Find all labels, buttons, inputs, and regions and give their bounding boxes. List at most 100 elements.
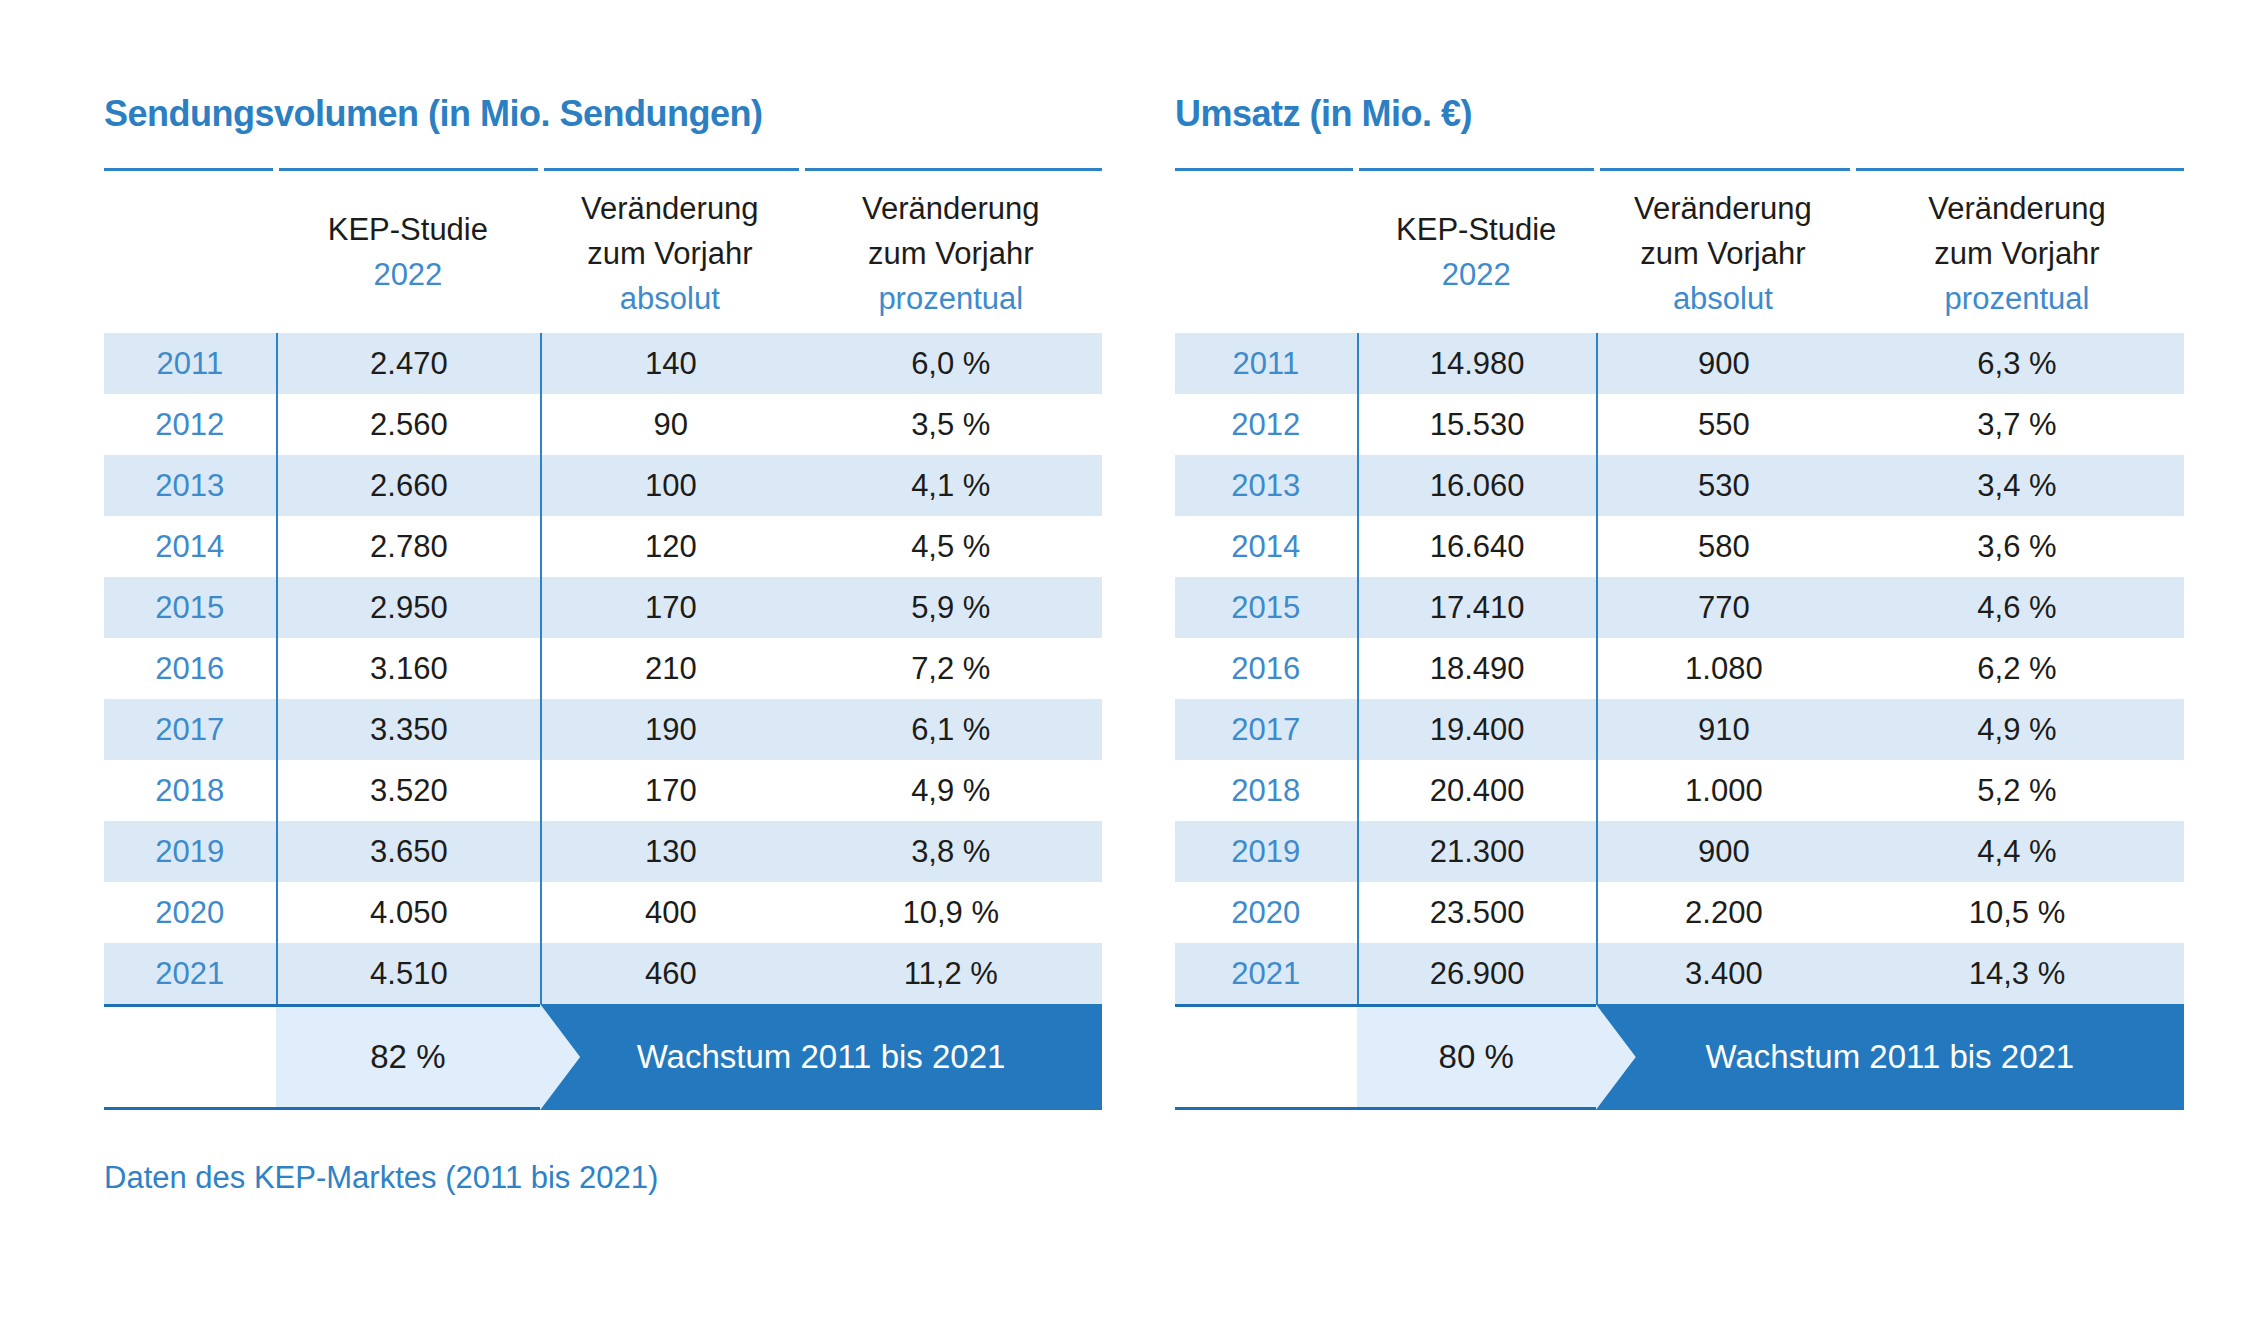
year-cell: 2020 [1175,882,1357,943]
header-study-year: 2022 [276,252,540,297]
growth-percent-chevron: 82 % [276,1004,580,1110]
table-sendungsvolumen: Sendungsvolumen (in Mio. Sendungen) KEP-… [104,72,1102,1198]
growth-empty-cell [104,1004,276,1110]
header-absolute-label: absolut [1596,276,1850,321]
year-cell: 2011 [1175,333,1357,394]
pct-change-cell: 7,2 % [800,638,1102,699]
table-row: 2011 2.470 140 6,0 % [104,333,1102,394]
table-row: 2012 15.530 550 3,7 % [1175,394,2184,455]
abs-change-cell: 170 [540,577,799,638]
pct-change-cell: 4,5 % [800,516,1102,577]
header-change-percent: Veränderung zum Vorjahr prozentual [1850,186,2184,333]
table-row: 2013 16.060 530 3,4 % [1175,455,2184,516]
abs-change-cell: 900 [1596,821,1850,882]
header-kep-studie: KEP-Studie 2022 [276,207,540,333]
pct-change-cell: 3,5 % [800,394,1102,455]
abs-change-cell: 90 [540,394,799,455]
header-change-line2: zum Vorjahr [540,231,799,276]
kep-value-cell: 17.410 [1357,577,1596,638]
year-cell: 2018 [104,760,276,821]
pct-change-cell: 4,4 % [1850,821,2184,882]
growth-rule-bottom [1175,1107,1596,1110]
abs-change-cell: 3.400 [1596,943,1850,1004]
kep-market-infographic: Sendungsvolumen (in Mio. Sendungen) KEP-… [0,0,2243,1322]
pct-change-cell: 10,9 % [800,882,1102,943]
year-cell: 2013 [104,455,276,516]
kep-value-cell: 3.160 [276,638,540,699]
kep-value-cell: 4.510 [276,943,540,1004]
year-cell: 2015 [104,577,276,638]
header-top-rule [104,168,1102,171]
header-study-line: KEP-Studie [1357,207,1596,252]
table-row: 2018 3.520 170 4,9 % [104,760,1102,821]
abs-change-cell: 550 [1596,394,1850,455]
year-cell: 2016 [104,638,276,699]
abs-change-cell: 1.080 [1596,638,1850,699]
pct-change-cell: 3,8 % [800,821,1102,882]
abs-change-cell: 100 [540,455,799,516]
year-cell: 2020 [104,882,276,943]
pct-change-cell: 3,4 % [1850,455,2184,516]
abs-change-cell: 910 [1596,699,1850,760]
pct-change-cell: 4,1 % [800,455,1102,516]
pct-change-cell: 3,6 % [1850,516,2184,577]
table-row: 2019 21.300 900 4,4 % [1175,821,2184,882]
kep-value-cell: 2.470 [276,333,540,394]
year-cell: 2015 [1175,577,1357,638]
table-rows: 2011 2.470 140 6,0 % 2012 2.560 90 3,5 %… [104,333,1102,1004]
kep-value-cell: 15.530 [1357,394,1596,455]
growth-empty-cell [1175,1004,1357,1110]
growth-label-bar: Wachstum 2011 bis 2021 [1596,1004,2184,1110]
kep-value-cell: 2.780 [276,516,540,577]
growth-rule-top [1175,1004,1596,1007]
header-percent-label: prozentual [1850,276,2184,321]
growth-row: 82 % Wachstum 2011 bis 2021 [104,1004,1102,1110]
year-cell: 2017 [1175,699,1357,760]
abs-change-cell: 210 [540,638,799,699]
abs-change-cell: 190 [540,699,799,760]
table-title-umsatz: Umsatz (in Mio. €) [1175,92,2184,136]
pct-change-cell: 4,6 % [1850,577,2184,638]
abs-change-cell: 580 [1596,516,1850,577]
table-title-sendungsvolumen: Sendungsvolumen (in Mio. Sendungen) [104,92,1102,136]
header-change-line1: Veränderung [540,186,799,231]
pct-change-cell: 4,9 % [1850,699,2184,760]
kep-value-cell: 18.490 [1357,638,1596,699]
table-row: 2018 20.400 1.000 5,2 % [1175,760,2184,821]
header-change-line1: Veränderung [1850,186,2184,231]
kep-value-cell: 26.900 [1357,943,1596,1004]
kep-value-cell: 23.500 [1357,882,1596,943]
pct-change-cell: 3,7 % [1850,394,2184,455]
pct-change-cell: 6,3 % [1850,333,2184,394]
kep-value-cell: 3.350 [276,699,540,760]
header-top-rule [1175,168,2184,171]
year-cell: 2013 [1175,455,1357,516]
year-cell: 2017 [104,699,276,760]
table-row: 2016 18.490 1.080 6,2 % [1175,638,2184,699]
table-row: 2021 26.900 3.400 14,3 % [1175,943,2184,1004]
growth-rule-top [104,1004,540,1007]
table-rows: 2011 14.980 900 6,3 % 2012 15.530 550 3,… [1175,333,2184,1004]
abs-change-cell: 140 [540,333,799,394]
abs-change-cell: 900 [1596,333,1850,394]
table-row: 2014 2.780 120 4,5 % [104,516,1102,577]
kep-value-cell: 2.950 [276,577,540,638]
abs-change-cell: 130 [540,821,799,882]
pct-change-cell: 4,9 % [800,760,1102,821]
abs-change-cell: 120 [540,516,799,577]
pct-change-cell: 5,9 % [800,577,1102,638]
header-change-line2: zum Vorjahr [1596,231,1850,276]
kep-value-cell: 4.050 [276,882,540,943]
header-change-line2: zum Vorjahr [1850,231,2184,276]
year-cell: 2021 [104,943,276,1004]
table-row: 2019 3.650 130 3,8 % [104,821,1102,882]
table-row: 2015 2.950 170 5,9 % [104,577,1102,638]
year-cell: 2014 [1175,516,1357,577]
header-study-year: 2022 [1357,252,1596,297]
year-cell: 2021 [1175,943,1357,1004]
year-cell: 2012 [104,394,276,455]
header-study-line: KEP-Studie [276,207,540,252]
growth-rule-bottom [104,1107,540,1110]
year-cell: 2019 [104,821,276,882]
header-change-line2: zum Vorjahr [800,231,1102,276]
